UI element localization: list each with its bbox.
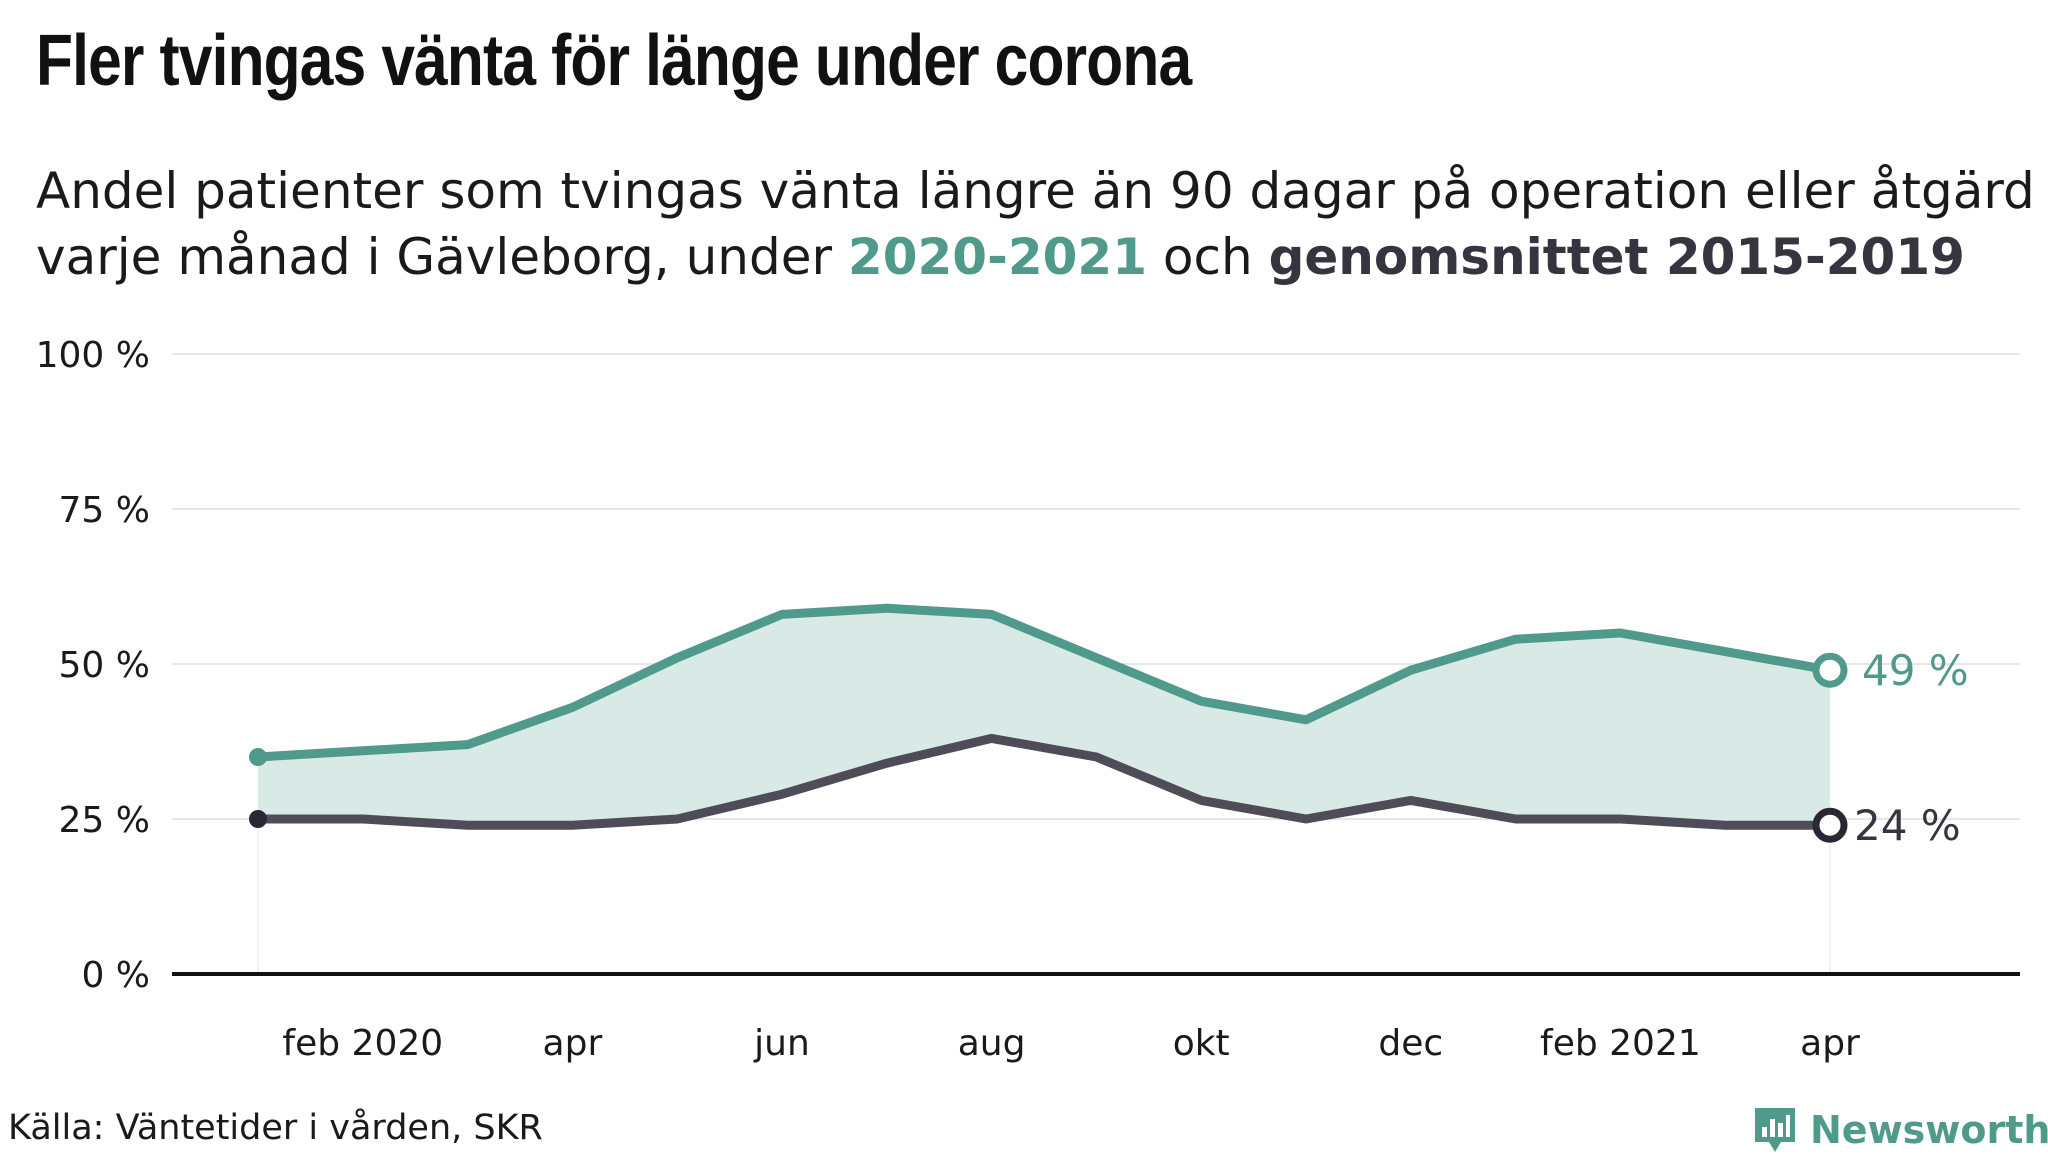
brand-logo: Newsworthy <box>1752 1100 2048 1160</box>
x-tick-label: apr <box>1800 1023 1860 1064</box>
subtitle-series-2020-2021: 2020-2021 <box>847 228 1147 286</box>
x-tick-label: dec <box>1378 1023 1443 1064</box>
x-tick-label: jun <box>753 1023 810 1064</box>
chart-subtitle: Andel patienter som tvingas vänta längre… <box>36 158 2036 290</box>
series-2020-2021-start-marker <box>249 748 267 766</box>
series-markers <box>249 652 1848 843</box>
subtitle-text: Andel patienter som tvingas vänta längre… <box>36 162 2035 286</box>
series-2020-2021-end-label: 49 % <box>1862 646 1969 695</box>
series-2020-2021-end-marker <box>1812 652 1848 688</box>
x-tick-label: okt <box>1173 1023 1230 1064</box>
newsworthy-logo-icon <box>1755 1108 1795 1152</box>
y-tick-label: 25 % <box>59 800 150 841</box>
y-tick-label: 75 % <box>59 490 150 531</box>
series-average-2015-2019-line <box>253 733 1835 830</box>
subtitle-connector: och <box>1147 228 1269 286</box>
x-tick-label: feb 2021 <box>1540 1023 1701 1064</box>
brand-name: Newsworthy <box>1810 1108 2048 1152</box>
source-note: Källa: Väntetider i vården, SKR <box>8 1108 543 1148</box>
axis-labels: 0 % 25 % 50 % 75 % 100 % feb 2020 apr jun aug okt… <box>36 335 1969 1064</box>
series-average-2015-2019-end-label: 24 % <box>1854 801 1961 850</box>
series-average-2015-2019-end-marker <box>1812 807 1848 843</box>
subtitle-series-average: genomsnittet 2015-2019 <box>1268 228 1965 286</box>
x-tick-label: apr <box>543 1023 603 1064</box>
y-tick-label: 0 % <box>81 955 150 996</box>
y-tick-label: 50 % <box>59 645 150 686</box>
series-average-2015-2019-start-marker <box>249 810 267 828</box>
series-lines <box>253 603 1835 830</box>
series-2020-2021-line <box>253 603 1835 762</box>
area-between-series <box>258 608 1830 826</box>
shaded-gap-area <box>258 608 1830 826</box>
y-tick-label: 100 % <box>36 335 150 376</box>
x-tick-label: feb 2020 <box>282 1023 443 1064</box>
x-tick-label: aug <box>958 1023 1026 1064</box>
chart-title: Fler tvingas vänta för länge under coron… <box>36 21 1192 101</box>
